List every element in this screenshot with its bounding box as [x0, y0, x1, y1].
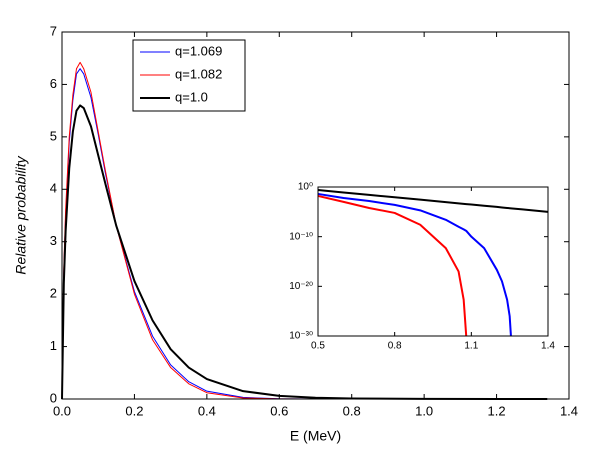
- y-tick-label: 10⁰: [298, 182, 313, 193]
- x-tick-label: 0.0: [53, 403, 71, 418]
- x-tick-label: 1.4: [560, 403, 578, 418]
- y-tick-label: 6: [50, 76, 57, 91]
- axes-frame: [317, 186, 549, 337]
- legend-label: q=1.0: [175, 89, 208, 104]
- x-tick-label: 0.8: [343, 403, 361, 418]
- x-tick-label: 1.4: [541, 341, 555, 352]
- legend-label: q=1.082: [175, 66, 222, 81]
- x-tick-label: 0.4: [198, 403, 216, 418]
- y-tick-label: 1: [50, 338, 57, 353]
- axes-frame: [61, 31, 570, 400]
- y-tick-label: 7: [50, 23, 57, 38]
- x-tick-label: 1.2: [488, 403, 506, 418]
- y-tick-label: 10⁻¹⁰: [289, 231, 313, 242]
- x-tick-label: 0.8: [388, 341, 402, 352]
- legend-label: q=1.069: [175, 43, 222, 58]
- x-tick-label: 0.5: [311, 341, 325, 352]
- series-line: [317, 188, 549, 213]
- y-tick-label: 5: [50, 128, 57, 143]
- x-tick-label: 1.1: [464, 341, 478, 352]
- y-tick-label: 10⁻³⁰: [289, 331, 313, 342]
- series-line: [61, 104, 548, 400]
- y-tick-label: 0: [50, 390, 57, 405]
- series-line: [317, 194, 468, 337]
- y-tick-label: 3: [50, 233, 57, 248]
- y-axis-label: Relative probability: [13, 155, 29, 274]
- y-tick-label: 4: [50, 181, 57, 196]
- x-tick-label: 0.2: [125, 403, 143, 418]
- x-axis-label: E (MeV): [290, 428, 341, 444]
- x-tick-label: 0.6: [270, 403, 288, 418]
- x-tick-label: 1.0: [415, 403, 433, 418]
- series-line: [317, 192, 512, 337]
- y-tick-label: 10⁻²⁰: [289, 281, 313, 292]
- y-tick-label: 2: [50, 286, 57, 301]
